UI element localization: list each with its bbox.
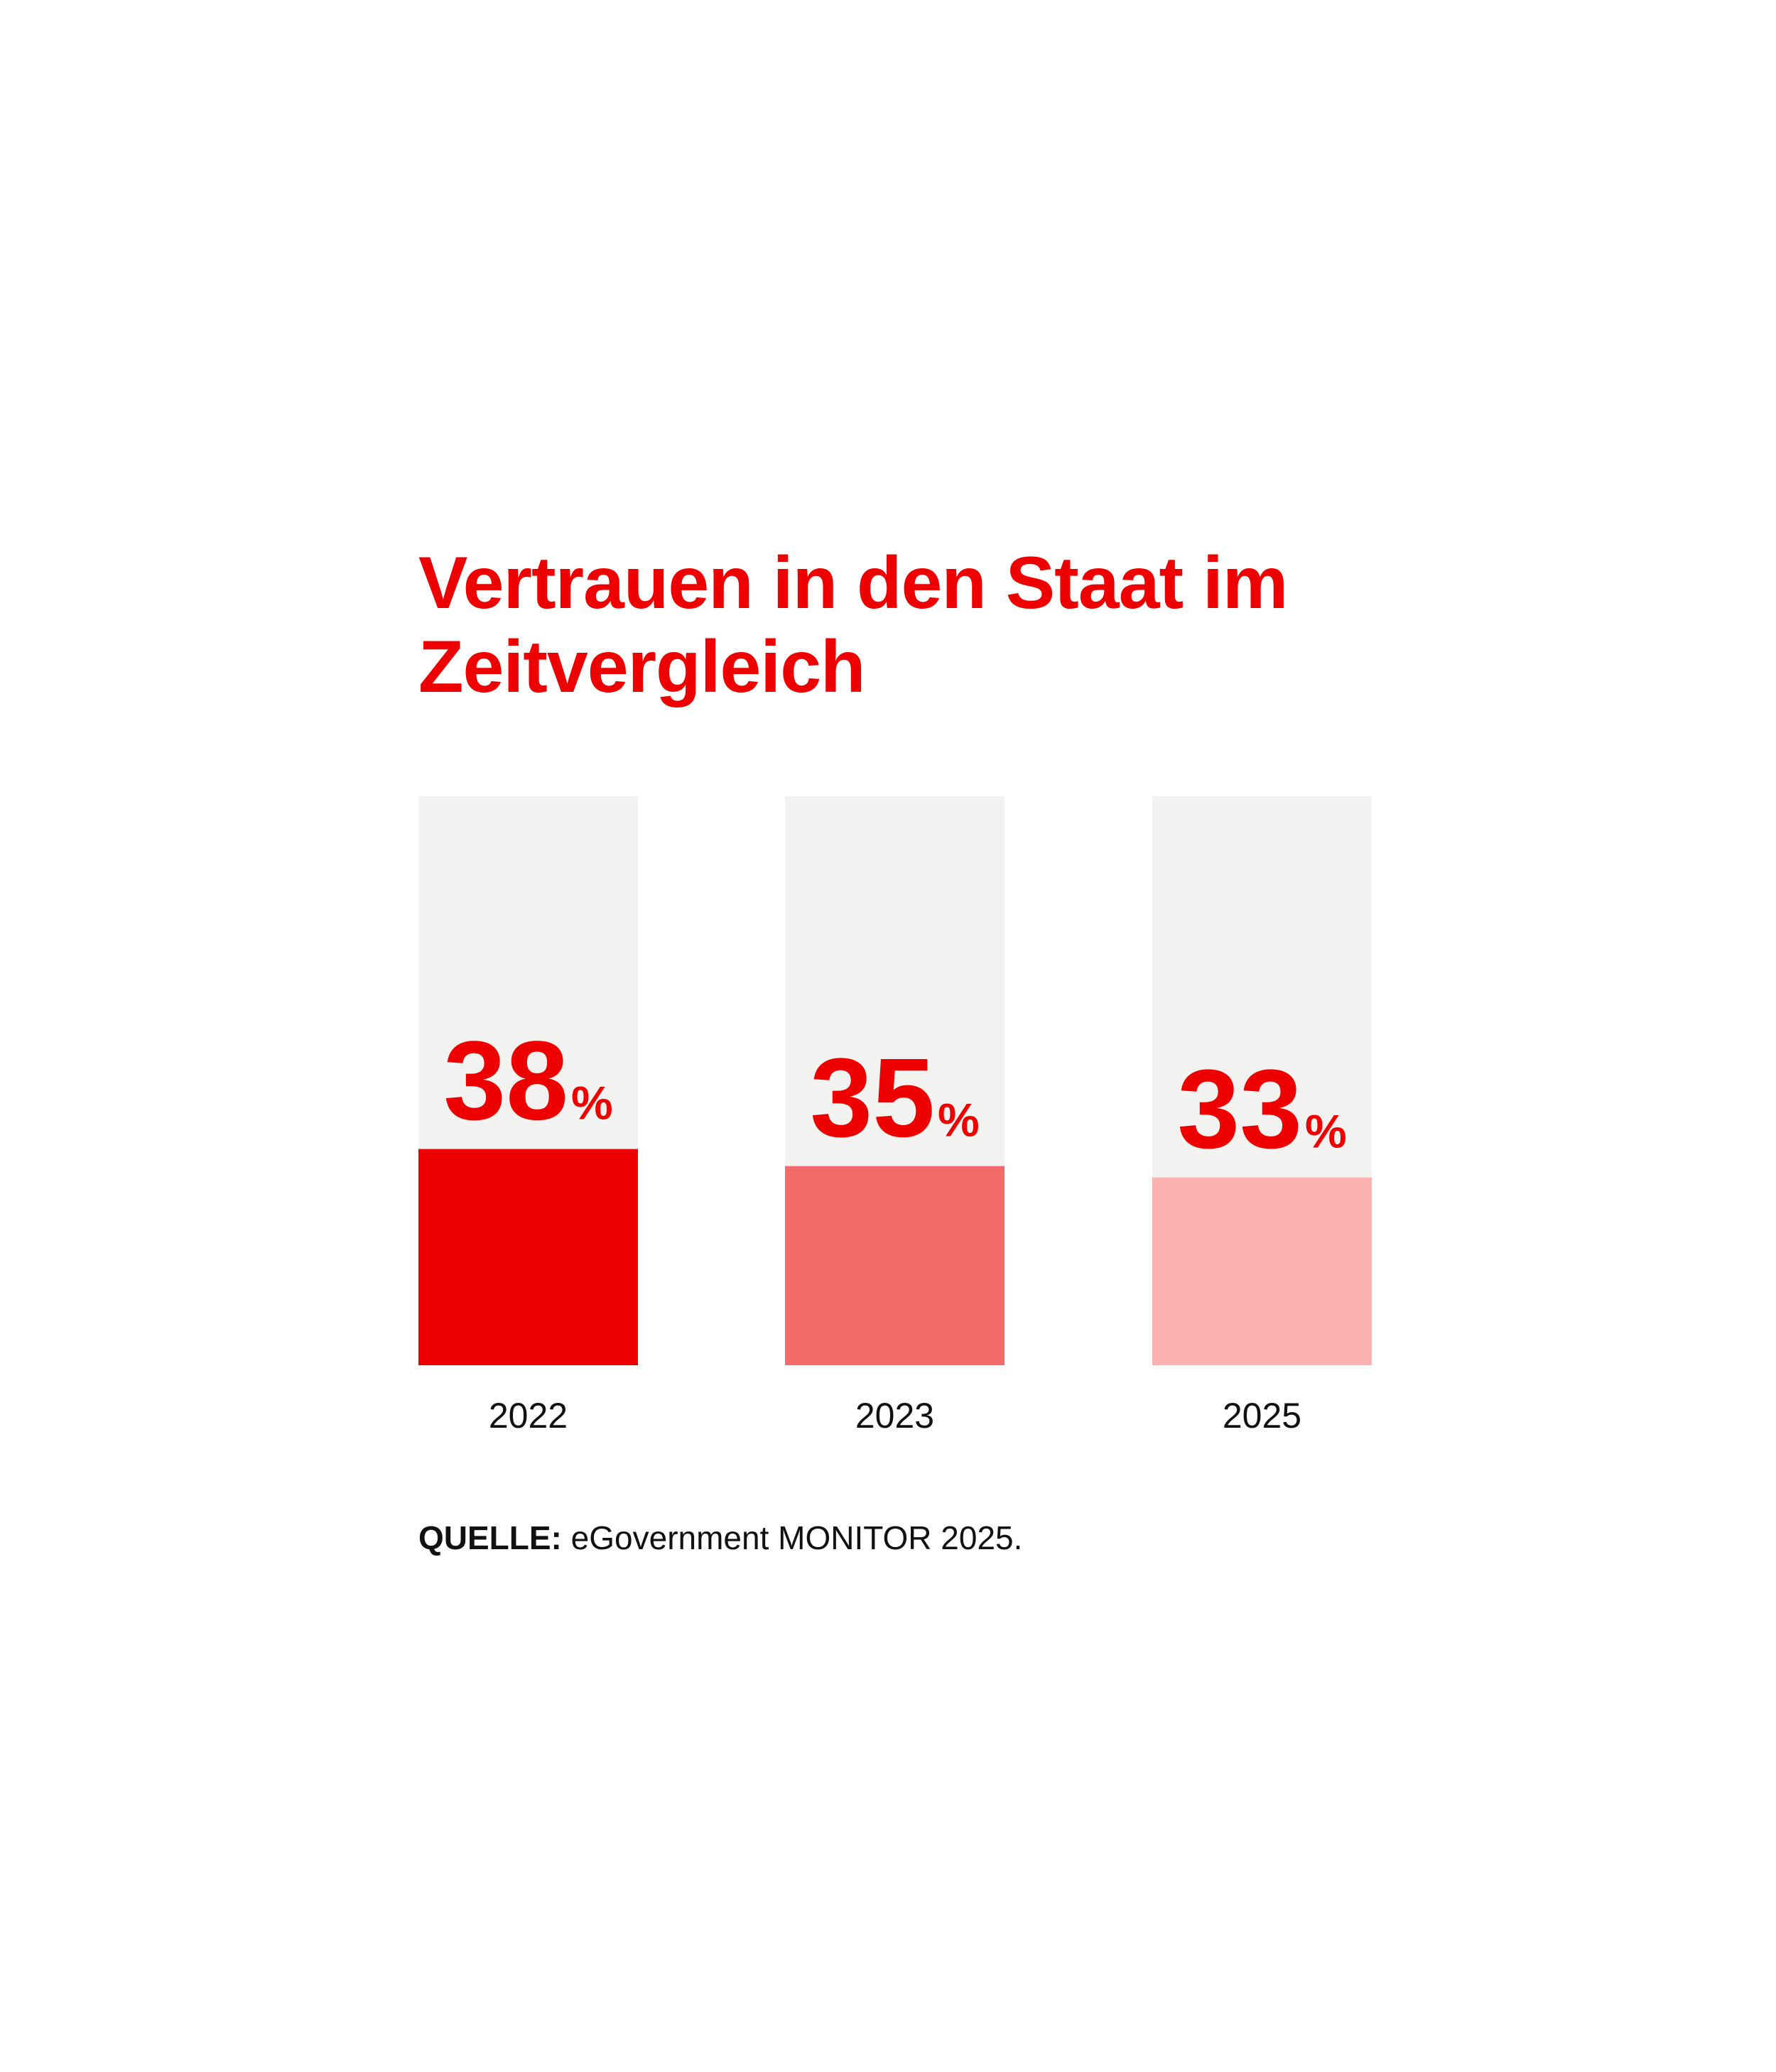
category-label: 2025	[1223, 1396, 1301, 1436]
chart-title: Vertrauen in den Staat im Zeitvergleich	[418, 542, 1288, 708]
value-label: 35%	[810, 1036, 979, 1161]
bar-2022	[418, 1149, 638, 1365]
value-unit: %	[1305, 1105, 1347, 1158]
value-label: 33%	[1177, 1047, 1346, 1172]
value-unit: %	[571, 1077, 613, 1129]
value-number: 35	[810, 1036, 935, 1161]
value-number: 33	[1177, 1047, 1302, 1172]
bar-2023	[785, 1166, 1005, 1365]
value-number: 38	[443, 1019, 568, 1144]
value-label: 38%	[443, 1019, 612, 1144]
bar-2025	[1152, 1177, 1372, 1365]
source-label: QUELLE:	[418, 1519, 562, 1556]
source-note: QUELLE: eGovernment MONITOR 2025.	[418, 1519, 1022, 1557]
value-unit: %	[938, 1094, 980, 1146]
category-label: 2023	[855, 1396, 934, 1436]
source-text: eGovernment MONITOR 2025.	[570, 1519, 1023, 1556]
category-label: 2022	[489, 1396, 568, 1436]
